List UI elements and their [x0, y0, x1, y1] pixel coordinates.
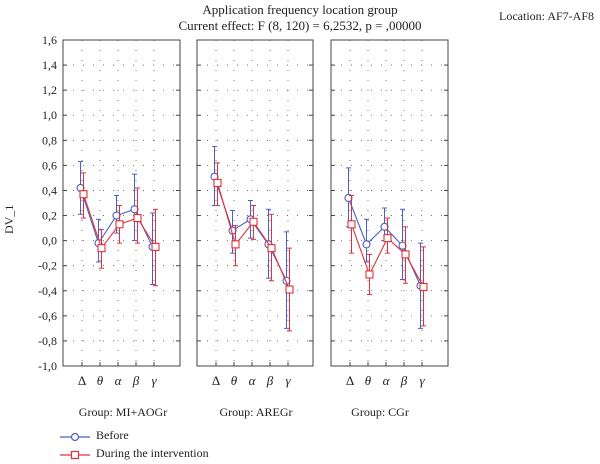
point-during — [231, 240, 240, 249]
y-tick-label: 1,0 — [42, 108, 57, 122]
point-during — [249, 217, 258, 226]
point-during — [97, 244, 106, 253]
point-during — [79, 190, 88, 199]
x-tick-label: Δ — [212, 373, 220, 388]
group-label-mi-aogr: Group: MI+AOGr — [78, 405, 168, 419]
point-during — [133, 213, 142, 223]
y-tick-label: 1,2 — [42, 83, 57, 97]
y-tick-label: 0,4 — [42, 183, 57, 197]
y-tick-label: -0,4 — [38, 284, 57, 298]
point-during — [383, 234, 392, 243]
x-tick-label: Δ — [346, 373, 354, 388]
x-tick-label: β — [132, 373, 140, 388]
x-tick-label: γ — [151, 373, 157, 388]
panel-frame — [196, 39, 314, 367]
panel-frame — [330, 39, 449, 367]
point-during — [213, 178, 222, 187]
x-tick-label: α — [115, 373, 123, 388]
x-tick-label: β — [266, 373, 274, 388]
group-label-aregr: Group: AREGr — [219, 405, 293, 419]
point-before — [398, 241, 407, 250]
legend-item-before: Before — [60, 428, 129, 443]
y-tick-label: 0,0 — [42, 234, 57, 248]
x-tick-label: α — [249, 373, 257, 388]
y-tick-label: 0,2 — [42, 209, 57, 223]
panel-frame — [62, 39, 181, 367]
legend-during-label: During the intervention — [96, 446, 209, 460]
point-before — [130, 205, 139, 214]
point-during — [267, 244, 276, 253]
chart-title: Application frequency location group — [202, 2, 398, 17]
point-during — [401, 250, 410, 259]
point-before — [380, 222, 389, 231]
y-tick-label: -0,6 — [38, 309, 57, 323]
point-before — [112, 211, 121, 220]
point-during — [285, 285, 294, 294]
x-tick-label: θ — [97, 373, 104, 388]
point-during — [347, 220, 356, 229]
location-label: Location: AF7-AF8 — [499, 9, 594, 23]
chart-subtitle: Current effect: F (8, 120) = 6,2532, p =… — [178, 18, 422, 33]
y-tick-label: 1,4 — [42, 58, 57, 72]
legend-before-label: Before — [96, 428, 129, 442]
x-tick-label: θ — [231, 373, 238, 388]
group-label-cgr: Group: CGr — [351, 405, 409, 419]
legend-item-during: During the intervention — [60, 446, 209, 461]
y-tick-label: 1,6 — [42, 33, 57, 47]
y-tick-label: -0,2 — [38, 259, 57, 273]
y-tick-label: -0,8 — [38, 334, 57, 348]
y-axis-label: DV_1 — [2, 204, 16, 234]
y-tick-label: -1,0 — [38, 359, 57, 373]
x-tick-label: γ — [285, 373, 291, 388]
x-tick-label: γ — [419, 373, 425, 388]
x-tick-label: α — [383, 373, 391, 388]
x-tick-label: Δ — [78, 373, 86, 388]
point-during — [419, 282, 428, 292]
point-during — [365, 270, 374, 279]
point-during — [151, 242, 160, 251]
y-tick-label: 0,8 — [42, 133, 57, 147]
x-tick-label: θ — [365, 373, 372, 388]
legend-before-symbol — [60, 431, 90, 442]
x-tick-label: β — [400, 373, 408, 388]
point-before — [362, 240, 371, 249]
y-tick-label: 0,6 — [42, 158, 57, 172]
legend-during-symbol — [60, 449, 90, 460]
point-during — [115, 220, 124, 229]
